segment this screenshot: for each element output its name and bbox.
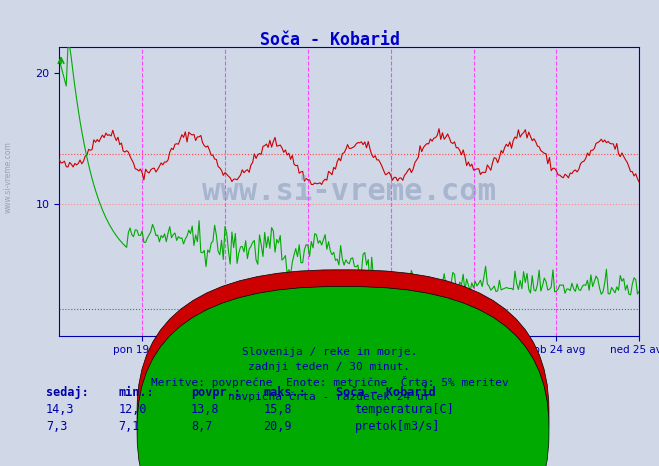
Text: Soča - Kobarid: Soča - Kobarid <box>260 31 399 48</box>
Text: povpr.:: povpr.: <box>191 386 241 399</box>
Text: 12,0: 12,0 <box>119 404 147 416</box>
Text: temperatura[C]: temperatura[C] <box>355 404 454 416</box>
Text: www.si-vreme.com: www.si-vreme.com <box>202 177 496 206</box>
Text: 13,8: 13,8 <box>191 404 219 416</box>
Text: 15,8: 15,8 <box>264 404 292 416</box>
Text: www.si-vreme.com: www.si-vreme.com <box>3 141 13 213</box>
Text: Slovenija / reke in morje.: Slovenija / reke in morje. <box>242 347 417 357</box>
Text: pretok[m3/s]: pretok[m3/s] <box>355 420 440 433</box>
Text: maks.:: maks.: <box>264 386 306 399</box>
Text: 7,1: 7,1 <box>119 420 140 433</box>
Text: 7,3: 7,3 <box>46 420 67 433</box>
Text: sedaj:: sedaj: <box>46 386 89 399</box>
Text: min.:: min.: <box>119 386 154 399</box>
Text: Soča - Kobarid: Soča - Kobarid <box>336 386 436 399</box>
Text: 8,7: 8,7 <box>191 420 212 433</box>
Text: 20,9: 20,9 <box>264 420 292 433</box>
Text: Meritve: povprečne  Enote: metrične  Črta: 5% meritev: Meritve: povprečne Enote: metrične Črta:… <box>151 376 508 388</box>
Text: 14,3: 14,3 <box>46 404 74 416</box>
Text: navpična črta - razdelek 24 ur: navpična črta - razdelek 24 ur <box>228 391 431 402</box>
Text: zadnji teden / 30 minut.: zadnji teden / 30 minut. <box>248 362 411 372</box>
